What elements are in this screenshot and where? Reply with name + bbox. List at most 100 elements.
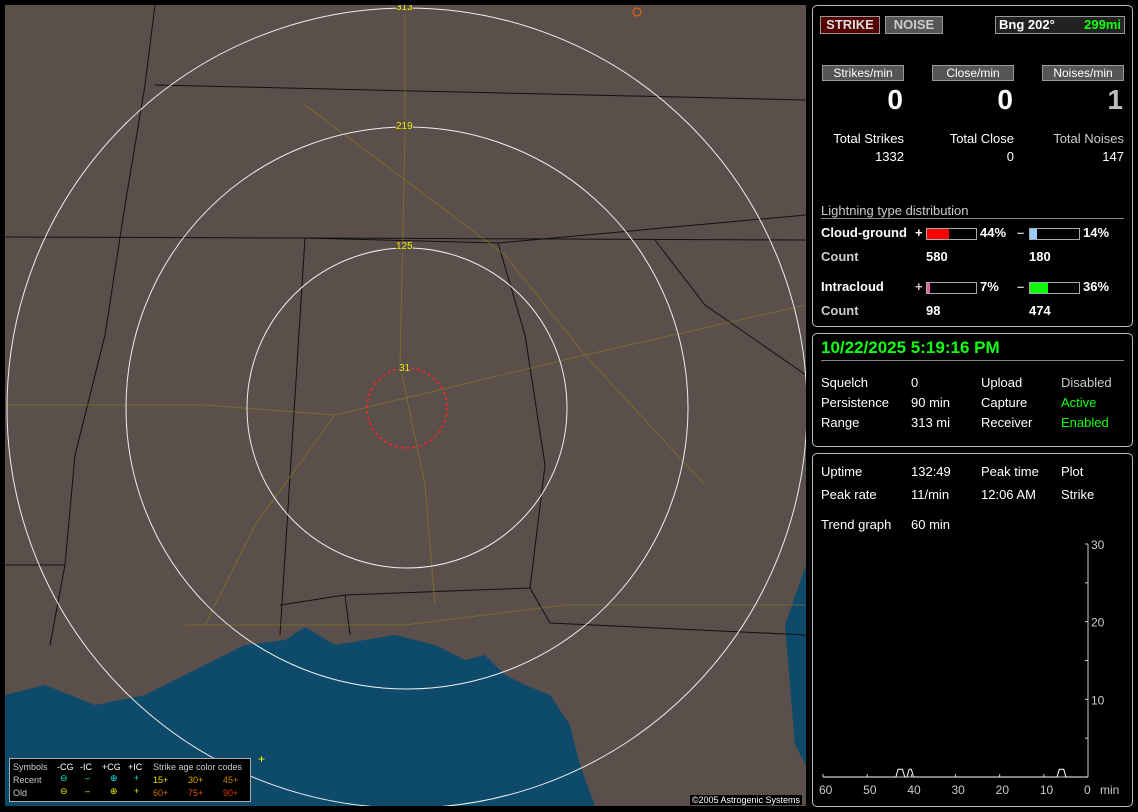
close-per-min-value: 0 (997, 84, 1013, 115)
status-label: Capture (981, 395, 1028, 410)
pos-cg-old-icon: ⊕ (110, 786, 118, 796)
pos-cg-recent-icon: ⊕ (110, 773, 118, 783)
total-strikes-label: Total Strikes (833, 131, 904, 146)
cg-neg-pct: 14% (1083, 225, 1110, 240)
neg-ic-recent-icon: – (85, 773, 91, 783)
bar-fill (1030, 229, 1037, 239)
datetime: 10/22/2025 5:19:16 PM (821, 338, 1124, 361)
strikes-per-min-button[interactable]: Strikes/min (822, 65, 904, 81)
station-marker (632, 7, 642, 17)
state-borders (5, 5, 806, 646)
status-value: Disabled (1061, 375, 1112, 390)
total-close-label: Total Close (949, 131, 1014, 146)
legend-row: Recent (13, 775, 42, 785)
neg-ic-old-icon: – (85, 786, 91, 796)
plot-value[interactable]: Strike (1061, 487, 1095, 502)
plot-label: Plot (1061, 464, 1084, 479)
legend-col: +CG (102, 762, 121, 772)
pos-ic-old-icon: + (134, 786, 140, 796)
x-tick-label: 60 (819, 783, 833, 797)
noises-per-min-button[interactable]: Noises/min (1042, 65, 1124, 81)
status-value: Enabled (1061, 415, 1109, 430)
x-unit: min (1100, 783, 1119, 797)
strike-map[interactable]: + 31 125 219 313 ©2005 Astrogenic System… (5, 5, 806, 806)
total-strikes-value: 1332 (875, 149, 904, 164)
ic-pos-bar (926, 282, 977, 294)
strike-marker: + (258, 752, 265, 766)
ic-neg-sign: – (1017, 279, 1025, 294)
x-tick-label: 50 (863, 783, 877, 797)
status-label: Receiver (981, 415, 1033, 430)
cg-pos-pct: 44% (980, 225, 1007, 240)
age-code: 60+ (153, 788, 169, 798)
close-range-ring (366, 367, 448, 449)
status-value: 313 mi (911, 415, 951, 430)
trend-line (823, 768, 1088, 778)
status-label: Squelch (821, 375, 868, 390)
ic-count-label: Count (821, 303, 859, 318)
neg-cg-recent-icon: ⊖ (60, 773, 68, 783)
status-label: Persistence (821, 395, 889, 410)
y-tick-label: 20 (1091, 616, 1105, 630)
trend-graph: 60 50 40 30 20 10 0 min 10 20 30 (819, 538, 1119, 797)
uptime-label: Uptime (821, 464, 863, 479)
atlantic-water (785, 565, 806, 765)
x-tick-label: 30 (952, 783, 966, 797)
close-per-min-button[interactable]: Close/min (932, 65, 1014, 81)
age-code: 30+ (188, 775, 204, 785)
total-noises-label: Total Noises (1053, 131, 1124, 146)
legend-col: -CG (57, 762, 74, 772)
trend-value: 60 min (911, 517, 951, 532)
status-value: 90 min (911, 395, 951, 410)
x-tick-label: 20 (996, 783, 1010, 797)
ic-neg-count: 474 (1029, 303, 1051, 318)
status-value: Active (1061, 395, 1097, 410)
bar-fill (927, 283, 931, 293)
legend-col: +IC (128, 762, 143, 772)
trend-label: Trend graph (821, 517, 892, 532)
ic-neg-pct: 36% (1083, 279, 1110, 294)
map-legend: Symbols -CG -IC +CG +IC Strike age color… (9, 758, 251, 802)
cg-pos-bar (926, 228, 977, 240)
ring-label-125: 125 (396, 241, 413, 252)
age-code: 15+ (153, 775, 169, 785)
ic-neg-bar (1029, 282, 1080, 294)
y-tick-label: 10 (1091, 693, 1105, 707)
status-panel: 10/22/2025 5:19:16 PM Squelch 0 Upload Disa… (812, 333, 1133, 447)
x-tick-label: 0 (1084, 783, 1091, 797)
cg-neg-bar (1029, 228, 1080, 240)
ring-label-219: 219 (396, 121, 413, 132)
age-code: 45+ (223, 775, 239, 785)
status-value: 0 (911, 375, 919, 390)
x-tick-label: 10 (1040, 783, 1054, 797)
noise-button[interactable]: NOISE (885, 16, 943, 34)
cg-count-label: Count (821, 249, 859, 264)
summary-panel: STRIKE NOISE Bng 202° 299mi Strikes/min … (812, 5, 1133, 327)
legend-age-title: Strike age color codes (153, 762, 243, 772)
cg-pos-count: 580 (926, 249, 948, 264)
noises-per-min-value: 1 (1107, 84, 1123, 115)
trend-panel: Uptime 132:49 Peak time Plot Peak rate 1… (812, 453, 1133, 807)
peak-time-label: Peak time (981, 464, 1039, 479)
bearing: Bng 202° (999, 17, 1055, 32)
ic-label: Intracloud (821, 279, 884, 294)
ic-pos-sign: + (915, 279, 923, 294)
ring-label-31: 31 (399, 363, 411, 374)
roads (5, 5, 806, 626)
ic-pos-count: 98 (926, 303, 941, 318)
cg-label: Cloud-ground (821, 225, 907, 240)
pos-ic-recent-icon: + (134, 773, 140, 783)
strikes-per-min-value: 0 (887, 84, 903, 115)
peak-time-value: 12:06 AM (981, 487, 1036, 502)
x-tick-label: 40 (907, 783, 921, 797)
neg-cg-old-icon: ⊖ (60, 786, 68, 796)
total-noises-value: 147 (1102, 149, 1124, 164)
legend-col: -IC (80, 762, 92, 772)
strike-button[interactable]: STRIKE (820, 16, 880, 34)
status-label: Range (821, 415, 860, 430)
distance: 299mi (1084, 17, 1121, 32)
cg-neg-count: 180 (1029, 249, 1051, 264)
ic-pos-pct: 7% (980, 279, 999, 294)
peak-rate-label: Peak rate (821, 487, 877, 502)
uptime-value: 132:49 (911, 464, 951, 479)
